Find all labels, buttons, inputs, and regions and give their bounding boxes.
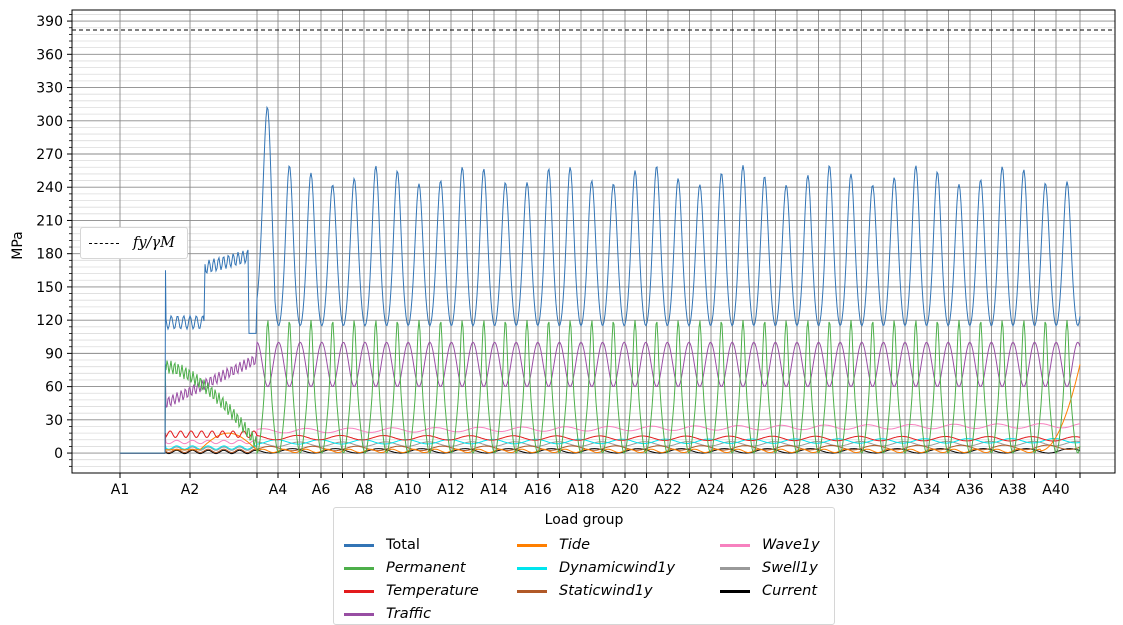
major-gridlines (72, 10, 1115, 473)
legend-label: Total (386, 537, 420, 553)
legend-swatch (344, 566, 374, 570)
x-tick-label: A30 (826, 482, 853, 498)
axes-layer (71, 9, 1116, 474)
x-tick-label: A6 (312, 482, 331, 498)
legend-label: Swell1y (762, 560, 818, 576)
legend-item-wave1y: Wave1y (720, 534, 820, 556)
legend-label: Staticwind1y (559, 583, 653, 599)
legend: Load group Total Permanent Temperature Traf… (333, 507, 835, 625)
x-tick-label: A38 (999, 482, 1026, 498)
legend-swatch (344, 589, 374, 593)
series-line-swell1y (120, 440, 1081, 454)
y-tick-label: 300 (36, 114, 63, 130)
y-tick-label: 120 (36, 313, 63, 329)
x-tick-label: A40 (1042, 482, 1069, 498)
reference-line-legend: fy/γM (80, 227, 188, 259)
legend-item-total: Total (344, 534, 420, 556)
x-tick-label: A26 (740, 482, 767, 498)
x-tick-label: A4 (269, 482, 288, 498)
series-line-total (120, 105, 1081, 454)
x-tick-label: A10 (394, 482, 421, 498)
legend-swatch (344, 543, 374, 547)
legend-item-staticwind1y: Staticwind1y (517, 580, 653, 602)
minor-gridlines (72, 14, 1115, 467)
y-tick-label: 60 (45, 380, 63, 396)
y-tick-label: 30 (45, 413, 63, 429)
legend-item-temperature: Temperature (344, 580, 479, 602)
x-tick-label: A2 (181, 482, 199, 498)
y-axis-label: MPa (10, 231, 26, 259)
legend-label: Wave1y (762, 537, 820, 553)
legend-swatch (720, 589, 750, 593)
y-tick-label: 240 (36, 180, 63, 196)
legend-swatch (517, 566, 547, 570)
series-line-traffic (120, 341, 1081, 454)
x-tick-label: A12 (437, 482, 464, 498)
legend-swatch (517, 589, 547, 593)
legend-label: Tide (559, 537, 591, 553)
y-tick-label: 150 (36, 280, 63, 296)
legend-label: Dynamicwind1y (559, 560, 676, 576)
legend-item-traffic: Traffic (344, 603, 431, 625)
x-tick-label: A1 (111, 482, 129, 498)
series-layer (120, 105, 1081, 455)
legend-item-current: Current (720, 580, 817, 602)
legend-label: Temperature (386, 583, 479, 599)
series-line-tide (120, 364, 1081, 454)
legend-swatch (720, 543, 750, 547)
x-tick-label: A22 (654, 482, 681, 498)
legend-title: Load group (544, 512, 624, 528)
legend-swatch (720, 566, 750, 570)
x-tick-label: A8 (355, 482, 373, 498)
x-tick-label: A32 (869, 482, 896, 498)
x-tick-label: A34 (913, 482, 940, 498)
series-line-wave1y (120, 423, 1081, 454)
legend-label: Traffic (386, 606, 432, 622)
legend-item-dynamicwind1y: Dynamicwind1y (517, 557, 675, 579)
legend-label: Current (762, 583, 818, 599)
x-tick-label: A14 (480, 482, 507, 498)
y-tick-label: 0 (54, 446, 63, 462)
legend-item-tide: Tide (517, 534, 590, 556)
legend-item-swell1y: Swell1y (720, 557, 818, 579)
series-line-staticwind1y (120, 444, 1081, 454)
legend-swatch (517, 543, 547, 547)
series-line-permanent (120, 320, 1081, 455)
y-tick-label: 180 (36, 247, 63, 263)
x-tick-label: A16 (524, 482, 551, 498)
x-tick-label: A20 (611, 482, 638, 498)
y-tick-label: 390 (36, 14, 63, 30)
reference-line-swatch (89, 242, 119, 244)
x-tick-label: A36 (956, 482, 983, 498)
ticks-layer: 0 30 60 90 120 150 180 210 240 270 300 330 360 390 MPa… (10, 14, 1081, 498)
y-tick-label: 360 (36, 47, 63, 63)
reference-line-label: fy/γM (133, 235, 175, 251)
x-tick-label: A28 (783, 482, 810, 498)
x-tick-label: A24 (697, 482, 724, 498)
x-tick-label: A18 (567, 482, 594, 498)
y-tick-label: 210 (36, 213, 63, 229)
legend-item-permanent: Permanent (344, 557, 466, 579)
y-tick-label: 90 (45, 346, 63, 362)
plot-frame (71, 9, 1116, 474)
legend-swatch (344, 612, 374, 616)
legend-label: Permanent (386, 560, 466, 576)
y-tick-label: 270 (36, 147, 63, 163)
y-tick-label: 330 (36, 81, 63, 97)
